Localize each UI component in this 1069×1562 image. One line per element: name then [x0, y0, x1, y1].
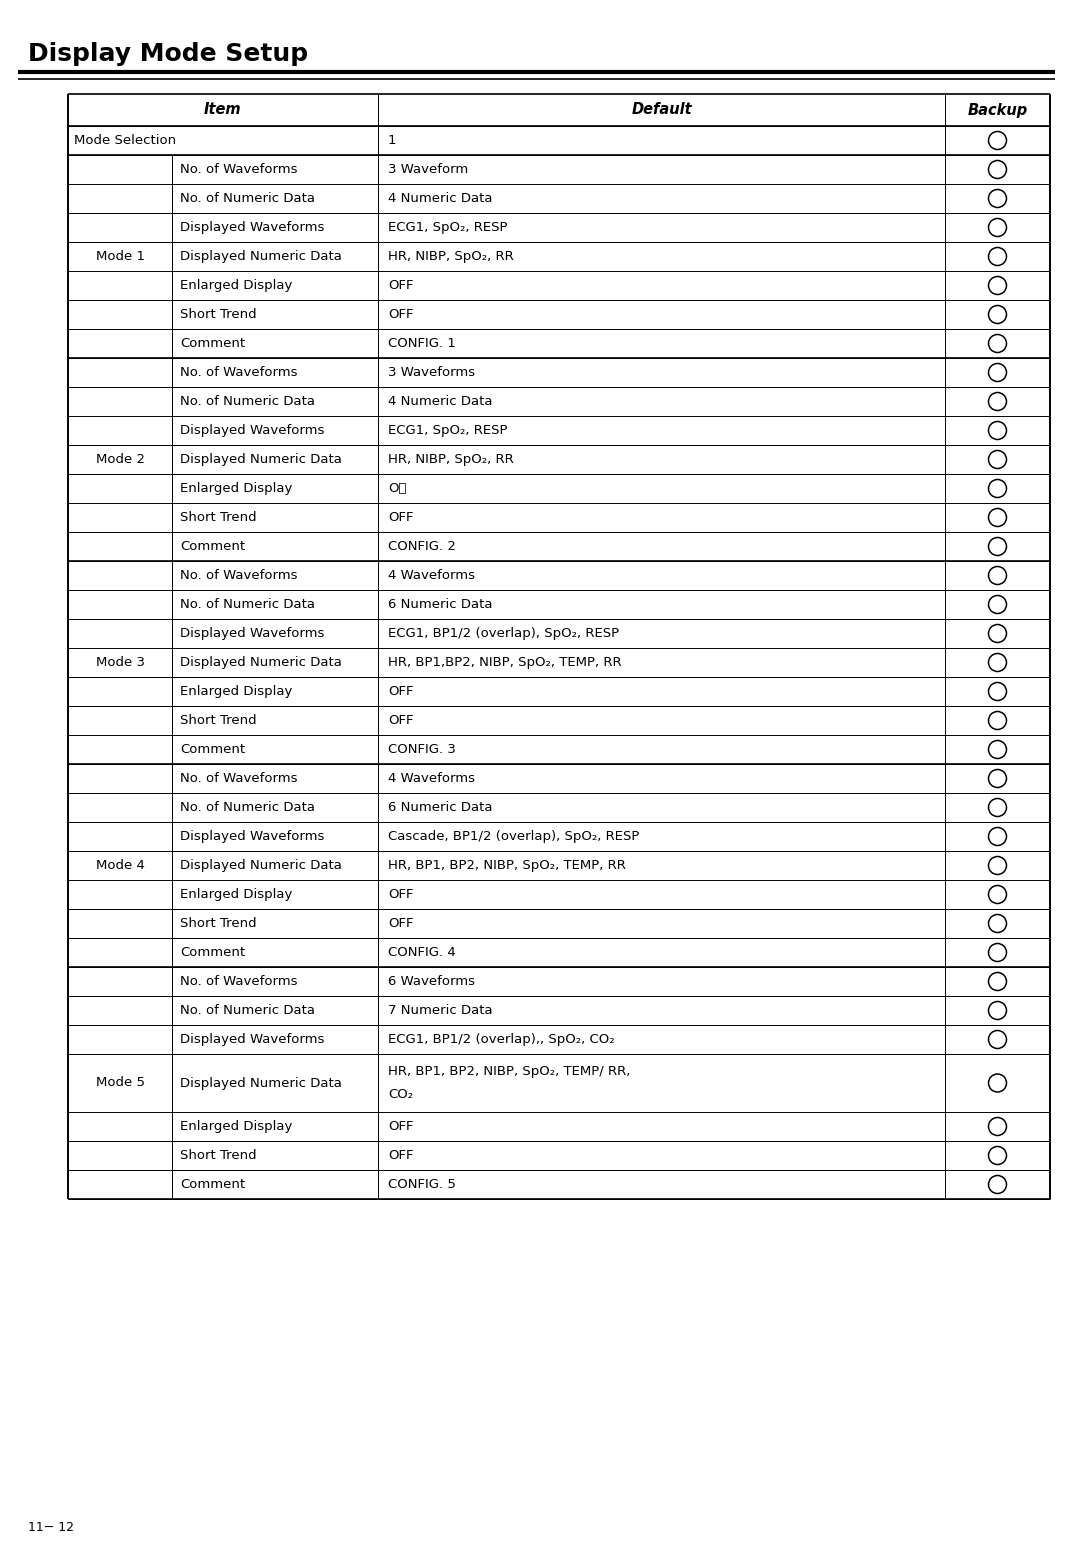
Text: 4 Numeric Data: 4 Numeric Data [388, 192, 493, 205]
Text: Comment: Comment [180, 744, 245, 756]
Text: 4 Waveforms: 4 Waveforms [388, 772, 475, 786]
Text: Short Trend: Short Trend [180, 1150, 257, 1162]
Text: Enlarged Display: Enlarged Display [180, 483, 293, 495]
Text: Displayed Waveforms: Displayed Waveforms [180, 220, 324, 234]
Text: Short Trend: Short Trend [180, 511, 257, 523]
Text: 6 Waveforms: 6 Waveforms [388, 975, 475, 989]
Text: Mode 1: Mode 1 [95, 250, 144, 262]
Text: CONFIG. 5: CONFIG. 5 [388, 1178, 455, 1190]
Text: OFF: OFF [388, 280, 414, 292]
Text: OFF: OFF [388, 308, 414, 322]
Text: Item: Item [204, 103, 242, 117]
Text: Short Trend: Short Trend [180, 308, 257, 322]
Text: CO₂: CO₂ [388, 1089, 413, 1101]
Text: ECG1, SpO₂, RESP: ECG1, SpO₂, RESP [388, 220, 508, 234]
Text: OFF: OFF [388, 1150, 414, 1162]
Text: OFF: OFF [388, 686, 414, 698]
Text: Short Trend: Short Trend [180, 714, 257, 726]
Text: 3 Waveform: 3 Waveform [388, 162, 468, 177]
Text: ECG1, BP1/2 (overlap), SpO₂, RESP: ECG1, BP1/2 (overlap), SpO₂, RESP [388, 626, 619, 640]
Text: Cascade, BP1/2 (overlap), SpO₂, RESP: Cascade, BP1/2 (overlap), SpO₂, RESP [388, 829, 639, 843]
Text: Short Trend: Short Trend [180, 917, 257, 929]
Text: No. of Waveforms: No. of Waveforms [180, 975, 297, 989]
Text: OFF: OFF [388, 1120, 414, 1132]
Text: Displayed Numeric Data: Displayed Numeric Data [180, 453, 342, 465]
Text: Display Mode Setup: Display Mode Setup [28, 42, 308, 66]
Text: Displayed Numeric Data: Displayed Numeric Data [180, 859, 342, 872]
Text: 3 Waveforms: 3 Waveforms [388, 366, 475, 380]
Text: Displayed Numeric Data: Displayed Numeric Data [180, 1076, 342, 1090]
Text: Comment: Comment [180, 337, 245, 350]
Text: HR, NIBP, SpO₂, RR: HR, NIBP, SpO₂, RR [388, 453, 514, 465]
Text: No. of Numeric Data: No. of Numeric Data [180, 192, 315, 205]
Text: No. of Numeric Data: No. of Numeric Data [180, 598, 315, 611]
Text: 6 Numeric Data: 6 Numeric Data [388, 801, 493, 814]
Text: No. of Waveforms: No. of Waveforms [180, 772, 297, 786]
Text: No. of Numeric Data: No. of Numeric Data [180, 1004, 315, 1017]
Text: 11− 12: 11− 12 [28, 1521, 74, 1534]
Text: OFF: OFF [388, 917, 414, 929]
Text: Mode 2: Mode 2 [95, 453, 144, 465]
Text: No. of Numeric Data: No. of Numeric Data [180, 395, 315, 408]
Text: Enlarged Display: Enlarged Display [180, 1120, 293, 1132]
Text: Mode 4: Mode 4 [95, 859, 144, 872]
Text: OFF: OFF [388, 714, 414, 726]
Text: No. of Waveforms: No. of Waveforms [180, 162, 297, 177]
Text: Displayed Waveforms: Displayed Waveforms [180, 1032, 324, 1047]
Text: Comment: Comment [180, 540, 245, 553]
Text: Displayed Numeric Data: Displayed Numeric Data [180, 656, 342, 669]
Text: HR, NIBP, SpO₂, RR: HR, NIBP, SpO₂, RR [388, 250, 514, 262]
Text: CONFIG. 4: CONFIG. 4 [388, 947, 455, 959]
Text: CONFIG. 1: CONFIG. 1 [388, 337, 455, 350]
Text: 1: 1 [388, 134, 397, 147]
Text: OＮ: OＮ [388, 483, 406, 495]
Text: CONFIG. 3: CONFIG. 3 [388, 744, 455, 756]
Text: OFF: OFF [388, 511, 414, 523]
Text: Displayed Waveforms: Displayed Waveforms [180, 829, 324, 843]
Text: Enlarged Display: Enlarged Display [180, 280, 293, 292]
Text: Backup: Backup [967, 103, 1027, 117]
Text: 4 Numeric Data: 4 Numeric Data [388, 395, 493, 408]
Text: CONFIG. 2: CONFIG. 2 [388, 540, 455, 553]
Text: Displayed Numeric Data: Displayed Numeric Data [180, 250, 342, 262]
Text: Mode Selection: Mode Selection [74, 134, 176, 147]
Text: HR, BP1, BP2, NIBP, SpO₂, TEMP, RR: HR, BP1, BP2, NIBP, SpO₂, TEMP, RR [388, 859, 625, 872]
Text: No. of Waveforms: No. of Waveforms [180, 366, 297, 380]
Text: Mode 5: Mode 5 [95, 1076, 144, 1090]
Text: 7 Numeric Data: 7 Numeric Data [388, 1004, 493, 1017]
Text: Enlarged Display: Enlarged Display [180, 889, 293, 901]
Text: Comment: Comment [180, 947, 245, 959]
Text: HR, BP1,BP2, NIBP, SpO₂, TEMP, RR: HR, BP1,BP2, NIBP, SpO₂, TEMP, RR [388, 656, 622, 669]
Text: Displayed Waveforms: Displayed Waveforms [180, 626, 324, 640]
Text: 6 Numeric Data: 6 Numeric Data [388, 598, 493, 611]
Text: Displayed Waveforms: Displayed Waveforms [180, 423, 324, 437]
Text: No. of Numeric Data: No. of Numeric Data [180, 801, 315, 814]
Text: HR, BP1, BP2, NIBP, SpO₂, TEMP/ RR,: HR, BP1, BP2, NIBP, SpO₂, TEMP/ RR, [388, 1065, 631, 1078]
Text: ECG1, SpO₂, RESP: ECG1, SpO₂, RESP [388, 423, 508, 437]
Text: Mode 3: Mode 3 [95, 656, 144, 669]
Text: Enlarged Display: Enlarged Display [180, 686, 293, 698]
Text: Default: Default [631, 103, 692, 117]
Text: OFF: OFF [388, 889, 414, 901]
Text: 4 Waveforms: 4 Waveforms [388, 569, 475, 583]
Text: ECG1, BP1/2 (overlap),, SpO₂, CO₂: ECG1, BP1/2 (overlap),, SpO₂, CO₂ [388, 1032, 615, 1047]
Text: Comment: Comment [180, 1178, 245, 1190]
Text: No. of Waveforms: No. of Waveforms [180, 569, 297, 583]
